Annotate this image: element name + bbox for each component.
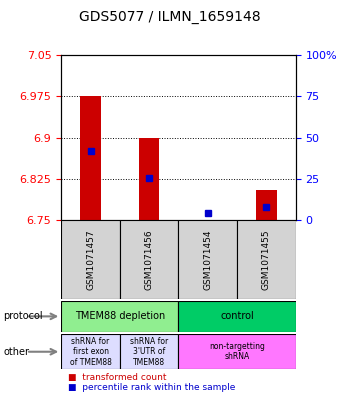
FancyBboxPatch shape [61, 334, 120, 369]
FancyBboxPatch shape [178, 301, 296, 332]
FancyBboxPatch shape [178, 334, 296, 369]
FancyBboxPatch shape [120, 334, 178, 369]
Text: TMEM88 depletion: TMEM88 depletion [75, 311, 165, 321]
Text: shRNA for
3'UTR of
TMEM88: shRNA for 3'UTR of TMEM88 [130, 337, 168, 367]
FancyBboxPatch shape [120, 220, 178, 299]
Bar [80, 96, 101, 220]
Text: non-targetting
shRNA: non-targetting shRNA [209, 342, 265, 362]
FancyBboxPatch shape [237, 220, 296, 299]
Text: ■  percentile rank within the sample: ■ percentile rank within the sample [68, 383, 235, 391]
Text: GSM1071454: GSM1071454 [203, 229, 212, 290]
Text: protocol: protocol [3, 311, 43, 321]
FancyBboxPatch shape [61, 301, 178, 332]
FancyBboxPatch shape [61, 220, 120, 299]
Text: GSM1071455: GSM1071455 [262, 229, 271, 290]
Text: control: control [220, 311, 254, 321]
Text: GDS5077 / ILMN_1659148: GDS5077 / ILMN_1659148 [79, 10, 261, 24]
Text: other: other [3, 347, 29, 357]
Bar [256, 190, 277, 220]
Text: GSM1071456: GSM1071456 [145, 229, 154, 290]
Text: ■  transformed count: ■ transformed count [68, 373, 167, 382]
Text: shRNA for
first exon
of TMEM88: shRNA for first exon of TMEM88 [70, 337, 112, 367]
Text: GSM1071457: GSM1071457 [86, 229, 95, 290]
FancyBboxPatch shape [178, 220, 237, 299]
Bar [139, 138, 159, 220]
